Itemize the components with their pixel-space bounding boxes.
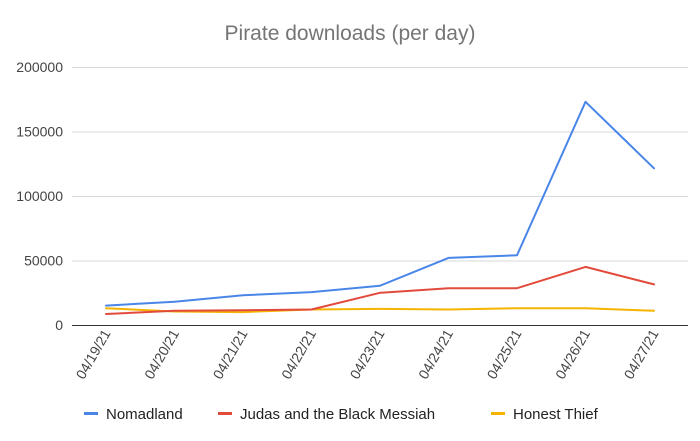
legend: Nomadland Judas and the Black Messiah Hone… xyxy=(84,406,599,423)
x-tick-label: 04/26/21 xyxy=(552,326,593,381)
y-axis-ticks: 0 50000 100000 150000 200000 xyxy=(16,59,63,333)
legend-label-nomadland: Nomadland xyxy=(106,406,183,423)
x-tick-label: 04/22/21 xyxy=(278,326,319,381)
y-tick-label: 200000 xyxy=(16,59,63,75)
y-tick-label: 150000 xyxy=(16,124,63,140)
series-line-nomadland xyxy=(105,100,655,307)
x-tick-label: 04/21/21 xyxy=(209,326,250,381)
x-tick-label: 04/23/21 xyxy=(346,326,387,381)
y-tick-label: 100000 xyxy=(16,188,63,204)
series-lines xyxy=(105,100,655,315)
x-tick-label: 04/27/21 xyxy=(620,326,661,381)
x-tick-label: 04/25/21 xyxy=(483,326,524,381)
x-tick-label: 04/20/21 xyxy=(141,326,182,381)
series-line-honest-thief xyxy=(105,307,655,314)
legend-label-honest-thief: Honest Thief xyxy=(513,406,599,423)
chart-title: Pirate downloads (per day) xyxy=(225,22,476,45)
series-line-judas-and-the-black-messiah xyxy=(105,265,655,315)
gridlines xyxy=(72,67,688,262)
y-tick-label: 0 xyxy=(55,317,63,333)
legend-label-judas-and-the-black-messiah: Judas and the Black Messiah xyxy=(240,406,435,423)
y-tick-label: 50000 xyxy=(24,253,63,269)
x-tick-label: 04/24/21 xyxy=(415,326,456,381)
x-axis-ticks: 04/19/21 04/20/21 04/21/21 04/22/21 04/23/21… xyxy=(72,326,661,381)
x-tick-label: 04/19/21 xyxy=(72,326,113,381)
